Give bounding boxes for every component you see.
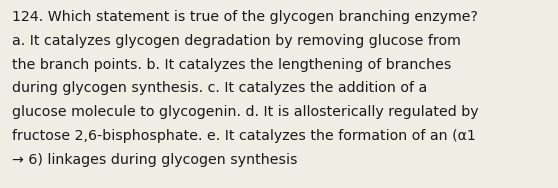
Text: → 6) linkages during glycogen synthesis: → 6) linkages during glycogen synthesis bbox=[12, 153, 297, 167]
Text: the branch points. b. It catalyzes the lengthening of branches: the branch points. b. It catalyzes the l… bbox=[12, 58, 451, 72]
Text: a. It catalyzes glycogen degradation by removing glucose from: a. It catalyzes glycogen degradation by … bbox=[12, 34, 461, 48]
Text: glucose molecule to glycogenin. d. It is allosterically regulated by: glucose molecule to glycogenin. d. It is… bbox=[12, 105, 479, 119]
Text: during glycogen synthesis. c. It catalyzes the addition of a: during glycogen synthesis. c. It catalyz… bbox=[12, 81, 427, 95]
Text: 124. Which statement is true of the glycogen branching enzyme?: 124. Which statement is true of the glyc… bbox=[12, 10, 478, 24]
Text: fructose 2,6-bisphosphate. e. It catalyzes the formation of an (α1: fructose 2,6-bisphosphate. e. It catalyz… bbox=[12, 129, 476, 143]
